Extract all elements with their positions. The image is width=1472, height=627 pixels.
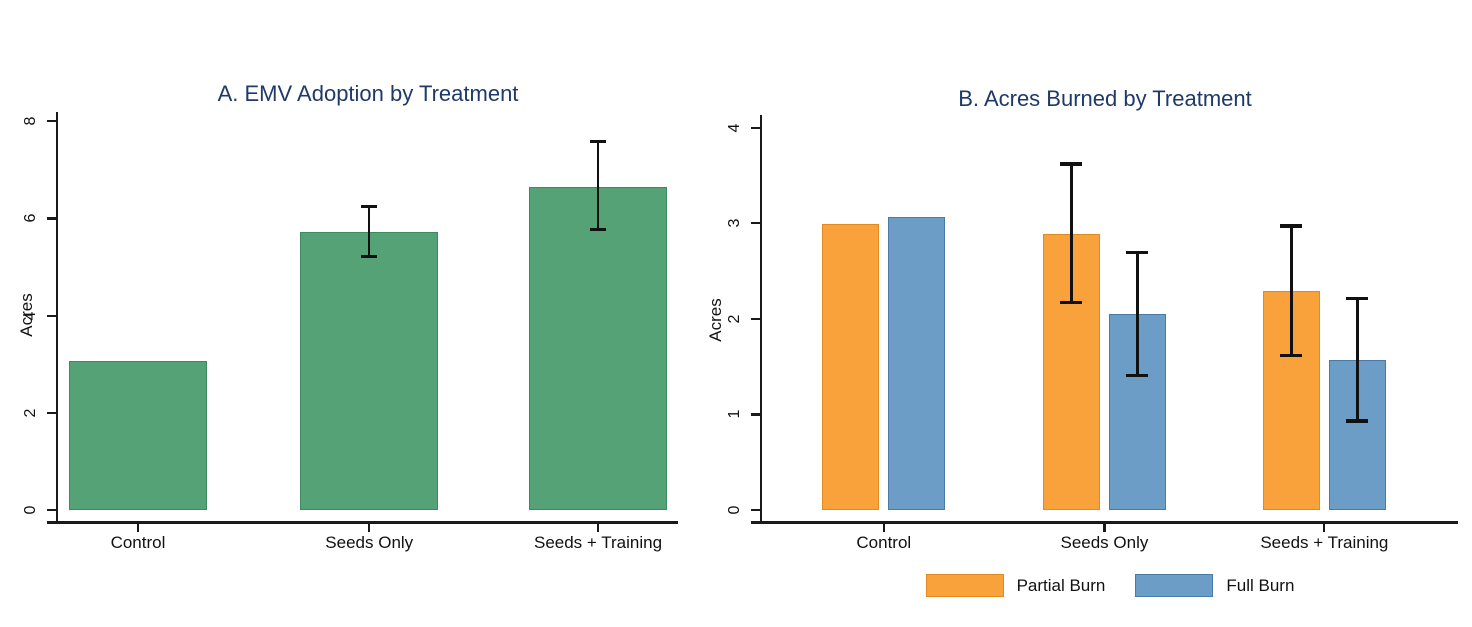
full-burn-swatch: [1135, 574, 1214, 597]
y-tick: [751, 413, 760, 416]
x-axis-line: [47, 521, 678, 524]
y-axis-line: [55, 112, 58, 524]
error-bar-line: [1136, 252, 1139, 376]
y-tick-label: 2: [22, 408, 39, 418]
y-tick: [751, 317, 760, 320]
x-tick-label: Control: [110, 533, 166, 552]
partial-burn-swatch: [925, 574, 1004, 597]
panel-a-title: A. EMV Adoption by Treatment: [217, 81, 519, 106]
y-tick: [47, 509, 56, 512]
y-tick-label: 4: [726, 123, 743, 133]
x-tick-label: Seeds + Training: [533, 533, 663, 552]
x-tick-label: Seeds Only: [325, 533, 414, 552]
x-axis-line: [751, 521, 1458, 524]
legend-item-partial-burn: Partial Burn: [925, 574, 1106, 597]
error-bar-cap-bottom: [1346, 419, 1369, 423]
y-tick-label: 8: [22, 116, 39, 126]
y-tick: [751, 222, 760, 225]
x-tick-label: Seeds Only: [1060, 533, 1149, 552]
legend: Partial Burn Full Burn: [762, 574, 1458, 597]
error-bar-line: [1290, 226, 1293, 356]
y-tick-label: 1: [726, 409, 743, 419]
error-bar-cap-top: [361, 205, 378, 209]
full-burn-legend-label: Full Burn: [1226, 575, 1295, 595]
y-tick-label: 3: [726, 218, 743, 228]
y-tick-label: 0: [726, 505, 743, 515]
error-bar-line: [367, 206, 371, 257]
y-tick-label: 6: [22, 213, 39, 223]
y-tick: [47, 120, 56, 123]
x-tick: [882, 523, 885, 532]
x-tick: [136, 523, 140, 532]
error-bar-line: [1356, 298, 1359, 422]
legend-item-full-burn: Full Burn: [1135, 574, 1294, 597]
error-bar-cap-top: [1060, 162, 1083, 166]
x-tick-label: Seeds + Training: [1260, 533, 1389, 552]
error-bar-cap-top: [590, 140, 607, 144]
error-bar-line: [1070, 163, 1073, 303]
error-bar-cap-top: [1280, 224, 1303, 228]
x-tick: [596, 523, 600, 532]
panel-b-title: B. Acres Burned by Treatment: [958, 86, 1252, 111]
y-tick: [751, 126, 760, 129]
y-tick-label: 2: [726, 314, 743, 324]
bar: [68, 360, 207, 510]
y-tick: [47, 314, 56, 317]
bar: [888, 217, 946, 510]
y-tick: [751, 509, 760, 512]
error-bar-cap-top: [1346, 297, 1369, 301]
x-tick: [1103, 523, 1106, 532]
error-bar-cap-bottom: [1060, 300, 1083, 305]
partial-burn-legend-label: Partial Burn: [1016, 575, 1106, 595]
error-bar-line: [596, 141, 600, 230]
panel-b-y-axis-label: Acres: [706, 298, 725, 342]
y-tick-label: 4: [22, 311, 39, 321]
y-axis-line: [759, 115, 762, 524]
y-tick-label: 0: [22, 505, 39, 515]
error-bar-cap-bottom: [361, 255, 378, 259]
error-bar-cap-bottom: [1280, 353, 1303, 357]
y-tick: [47, 217, 56, 220]
error-bar-cap-bottom: [590, 227, 607, 232]
y-tick: [47, 411, 56, 414]
bar: [529, 186, 668, 510]
error-bar-cap-top: [1126, 251, 1149, 255]
x-tick: [368, 523, 371, 532]
error-bar-cap-bottom: [1126, 373, 1149, 377]
x-tick-label: Control: [856, 533, 912, 552]
bar: [300, 232, 439, 510]
bar: [822, 224, 880, 510]
x-tick: [1323, 523, 1326, 532]
